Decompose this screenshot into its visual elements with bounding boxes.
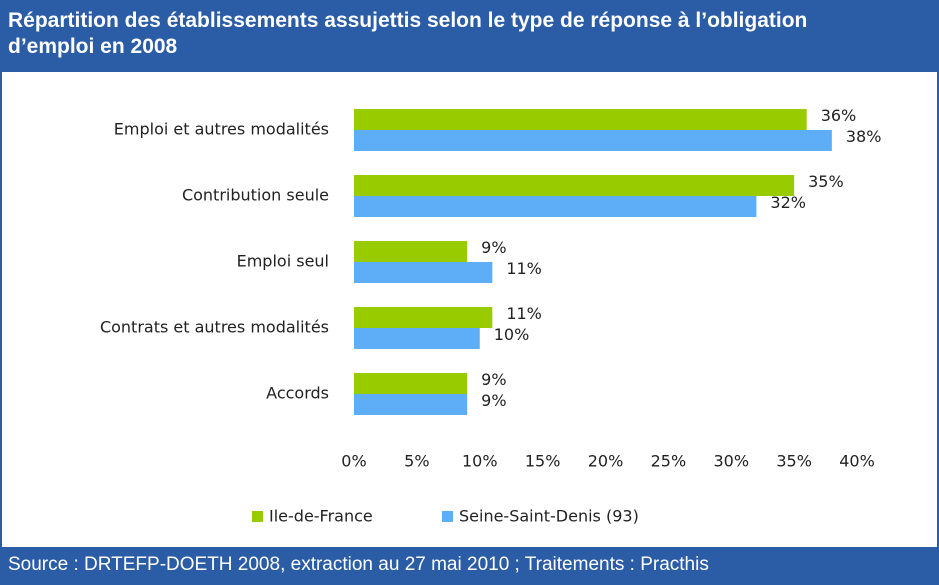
x-tick-label: 25% <box>651 452 687 471</box>
x-tick-label: 0% <box>341 452 366 471</box>
y-tick-label: Emploi seul <box>237 252 329 271</box>
value-label: 32% <box>770 193 806 212</box>
x-tick-label: 20% <box>588 452 624 471</box>
bar <box>354 109 807 130</box>
chart: 0% 5% 10% 15% 20% 25% 30% 35% 40% Emploi et autre… <box>100 106 882 526</box>
value-label: 35% <box>808 172 844 191</box>
y-tick-label: Contribution seule <box>182 186 329 205</box>
x-tick-label: 30% <box>713 452 749 471</box>
bar <box>354 196 757 217</box>
value-label: 10% <box>494 325 530 344</box>
bar <box>354 175 795 196</box>
bar <box>354 241 468 262</box>
legend-swatch <box>252 511 263 522</box>
value-label: 36% <box>821 106 857 125</box>
legend-label: Seine-Saint-Denis (93) <box>459 507 639 526</box>
source: Source : DRTEFP-DOETH 2008, extraction a… <box>2 547 937 583</box>
value-label: 9% <box>481 370 506 389</box>
x-tick-label: 40% <box>839 452 875 471</box>
y-tick-label: Contrats et autres modalités <box>100 318 329 337</box>
legend-label: Ile-de-France <box>269 507 373 526</box>
bar <box>354 130 832 151</box>
x-tick-label: 10% <box>462 452 498 471</box>
x-tick-label: 5% <box>404 452 429 471</box>
bar <box>354 328 480 349</box>
value-label: 11% <box>506 259 542 278</box>
value-label: 11% <box>506 304 542 323</box>
y-tick-label: Accords <box>266 384 329 403</box>
chart-title: Répartition des établissements assujetti… <box>2 2 937 72</box>
bar <box>354 307 493 328</box>
bar <box>354 373 468 394</box>
y-tick-label: Emploi et autres modalités <box>114 120 329 139</box>
value-label: 9% <box>481 238 506 257</box>
legend-swatch <box>442 511 453 522</box>
x-tick-label: 15% <box>525 452 561 471</box>
value-label: 38% <box>846 127 882 146</box>
value-label: 9% <box>481 391 506 410</box>
bar <box>354 394 468 415</box>
bar <box>354 262 493 283</box>
x-tick-label: 35% <box>776 452 812 471</box>
